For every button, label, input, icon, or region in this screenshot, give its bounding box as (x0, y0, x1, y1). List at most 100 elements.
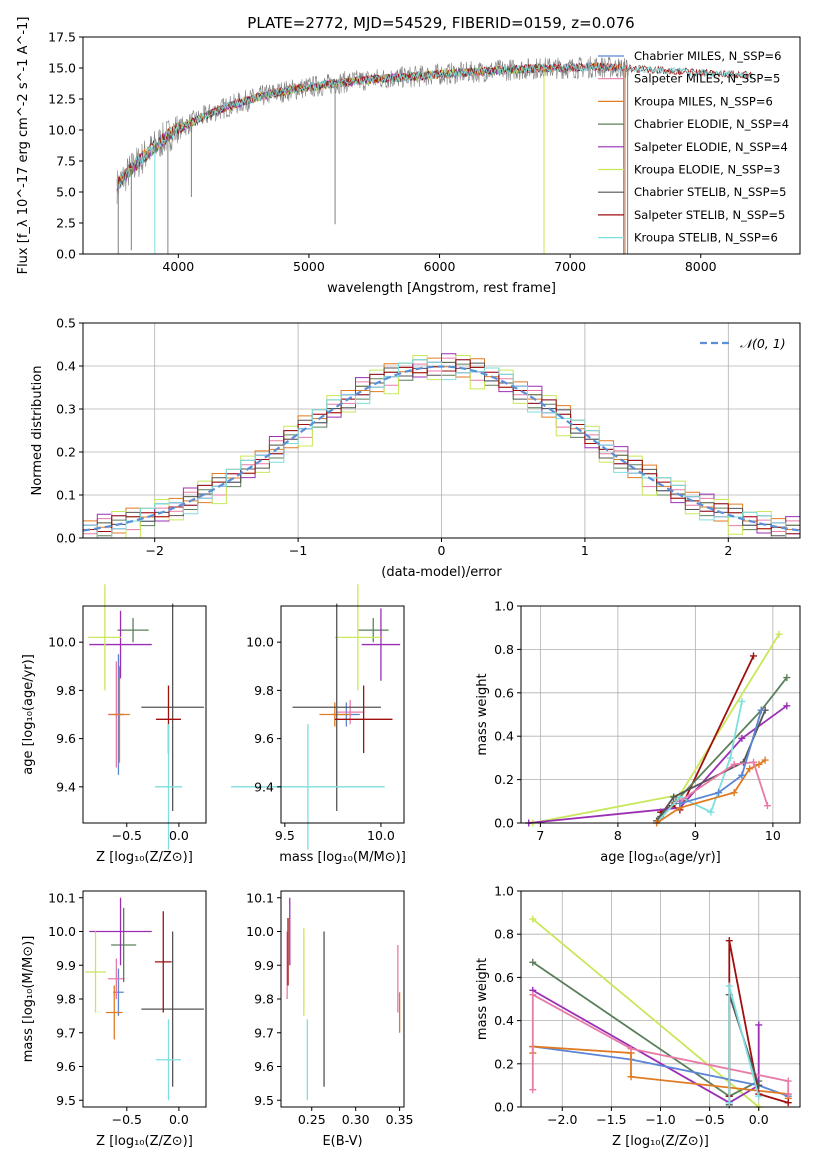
massweight_vs_age-point-marker (746, 765, 754, 773)
spectrum-xtick-label: 7000 (554, 259, 586, 274)
spectrum-ytick-label: 15.0 (48, 61, 76, 76)
massweight_vs_Z-ytick-label: 0.4 (494, 1013, 514, 1028)
spectrum-ytick-label: 17.5 (48, 30, 76, 45)
massweight_vs_age-point-marker (750, 652, 757, 660)
mass_vs_ebv-ytick-label: 9.8 (254, 992, 274, 1007)
mass_vs_Z-xlabel: Z [log₁₀(Z/Z⊙)] (96, 1134, 193, 1149)
age_vs_mass-panel: 9.5 10.0 9.4 9.6 9.8 10.0 mass [log₁₀(M/M⊙)] (231, 584, 406, 865)
age_vs_mass-ytick-label: 9.8 (254, 683, 274, 698)
massweight_vs_age-ytick-label: 0.0 (494, 816, 514, 831)
massweight_vs_Z-xtick-label: −1.5 (596, 1112, 626, 1127)
spectrum-lines (116, 56, 753, 254)
mass_vs_ebv-ytick-label: 9.6 (254, 1059, 274, 1074)
mass_vs_Z-ytick-label: 9.7 (56, 1025, 76, 1040)
massweight_vs_Z-point-marker (725, 982, 733, 990)
age_vs_Z-ytick-label: 9.8 (56, 683, 76, 698)
mass_vs_Z-ytick-label: 9.8 (56, 992, 76, 1007)
massweight_vs_Z-point-marker (784, 1077, 792, 1085)
massweight_vs_age-xtick-label: 7 (536, 828, 544, 843)
massweight_vs_age-point-marker (715, 789, 723, 797)
figure-title: PLATE=2772, MJD=54529, FIBERID=0159, z=0… (247, 14, 634, 32)
massweight_vs_Z-ytick-label: 0.6 (494, 970, 514, 985)
massweight_vs_age-ytick-label: 0.8 (494, 642, 514, 657)
massweight_vs_age-ytick-label: 0.6 (494, 685, 514, 700)
spectrum-legend-label: Salpeter ELODIE, N_SSP=4 (634, 140, 788, 154)
mass_vs_Z-ytick-label: 9.5 (56, 1093, 76, 1108)
spectrum-ylabel: Flux [f_λ 10^-17 erg cm^-2 s^-1 A^-1] (16, 17, 31, 275)
mass_vs_ebv-xtick-label: 0.25 (298, 1112, 326, 1127)
age_vs_Z-ytick-label: 10.0 (48, 635, 76, 650)
massweight_vs_age-point-marker (750, 758, 757, 766)
massweight_vs_Z-point-marker (725, 937, 733, 945)
spectrum-legend-label: Kroupa ELODIE, N_SSP=3 (634, 163, 780, 177)
residuals-xtick-label: 1 (581, 543, 589, 558)
residuals-ytick-label: 0.3 (56, 402, 76, 417)
massweight_vs_Z-ylabel: mass weight (475, 958, 490, 1040)
massweight_vs_age-point-marker (707, 808, 715, 816)
massweight_vs_age-series-line (532, 633, 780, 824)
massweight_vs_age-xtick-label: 10 (765, 828, 781, 843)
massweight_vs_age-point-marker (670, 793, 678, 801)
residuals-histogram (83, 359, 800, 538)
massweight_vs_Z-point-marker (529, 915, 537, 923)
age_vs_Z-xtick-label: −0.5 (112, 828, 142, 843)
massweight_vs_Z-point-marker (529, 958, 537, 966)
residuals-hists (83, 353, 800, 538)
mass_vs_Z-panel: −0.5 0.0 9.5 9.6 9.7 9.8 9.9 10.0 10.1 Z [log₁₀(Z… (21, 890, 207, 1149)
massweight_vs_age-point-marker (726, 754, 734, 762)
age_vs_mass-ytick-label: 9.6 (254, 731, 274, 746)
massweight_vs_Z-ytick-label: 1.0 (494, 884, 514, 899)
spectrum-xtick-label: 6000 (424, 259, 456, 274)
spectrum-legend-label: Salpeter MILES, N_SSP=5 (634, 72, 780, 86)
spectrum-legend-label: Chabrier MILES, N_SSP=6 (634, 49, 781, 63)
massweight_vs_age-series-line (679, 709, 763, 805)
mass_vs_ebv-ytick-label: 9.5 (254, 1093, 274, 1108)
massweight_vs_Z-ytick-label: 0.8 (494, 927, 514, 942)
massweight_vs_age-series-line (656, 759, 766, 824)
residuals-ylabel: Normed distribution (30, 366, 45, 496)
age_vs_mass-xlabel: mass [log₁₀(M/M⊙)] (279, 850, 406, 865)
mass_vs_Z-frame (82, 890, 207, 1108)
massweight_vs_Z-point-marker (627, 1073, 635, 1081)
massweight_vs_Z-point-marker (627, 1045, 635, 1053)
massweight_vs_Z-point-marker (784, 1099, 792, 1107)
massweight_vs_age-ylabel: mass weight (475, 673, 490, 755)
massweight_vs_age-frame (520, 605, 801, 824)
spectrum-legend-label: Kroupa STELIB, N_SSP=6 (634, 231, 778, 245)
massweight_vs_age-point-marker (761, 756, 769, 764)
residuals-ytick-label: 0.5 (56, 316, 76, 331)
massweight_vs_age-series-line (528, 705, 788, 824)
mass_vs_ebv-ytick-label: 10.1 (246, 890, 274, 905)
massweight_vs_age-point-marker (738, 697, 746, 705)
massweight_vs_Z-ytick-label: 0.2 (494, 1056, 514, 1071)
spectrum-ytick-label: 2.5 (56, 216, 76, 231)
mass_vs_ebv-ytick-label: 9.9 (254, 958, 274, 973)
massweight_vs_Z-series-line (532, 918, 760, 1108)
residuals-panel: −2 −1 0 1 2 0.0 0.1 0.2 0.3 0.4 0.5 (data-model)/er… (30, 316, 801, 580)
age_vs_mass-frame (280, 605, 405, 824)
spectrum-xtick-label: 4000 (162, 259, 194, 274)
spectrum-model-line (116, 62, 753, 190)
spectrum-xlabel: wavelength [Angstrom, rest frame] (327, 281, 556, 296)
massweight_vs_Z-series-line (532, 1045, 789, 1098)
massweight_vs_Z-series-line (532, 961, 760, 1098)
massweight_vs_age-point-marker (730, 789, 738, 797)
massweight_vs_Z-xtick-label: −0.5 (694, 1112, 724, 1127)
residuals-legend-label: 𝒩(0, 1) (740, 336, 786, 351)
residuals-xtick-label: −1 (289, 543, 307, 558)
massweight_vs_Z-point-marker (755, 1021, 763, 1029)
spectrum-frame (82, 36, 801, 255)
age_vs_Z-ytick-label: 9.4 (56, 779, 76, 794)
mass_vs_ebv-panel: 0.25 0.30 0.35 9.5 9.6 9.7 9.8 9.9 10.0 10.1 E(B-V… (246, 890, 413, 1149)
mass_vs_ebv-xtick-label: 0.35 (386, 1112, 414, 1127)
residuals-xtick-label: −2 (145, 543, 163, 558)
spectrum-ytick-label: 0.0 (56, 247, 76, 262)
massweight_vs_Z-xtick-label: 0.0 (749, 1112, 769, 1127)
mass_vs_Z-xtick-label: −0.5 (112, 1112, 142, 1127)
spectrum-model-line (116, 62, 753, 186)
massweight_vs_age-point-marker (757, 706, 765, 714)
mass_vs_ebv-ytick-label: 10.0 (246, 924, 274, 939)
residuals-gaussian (82, 365, 801, 532)
massweight_vs_age-ytick-label: 0.4 (494, 729, 514, 744)
